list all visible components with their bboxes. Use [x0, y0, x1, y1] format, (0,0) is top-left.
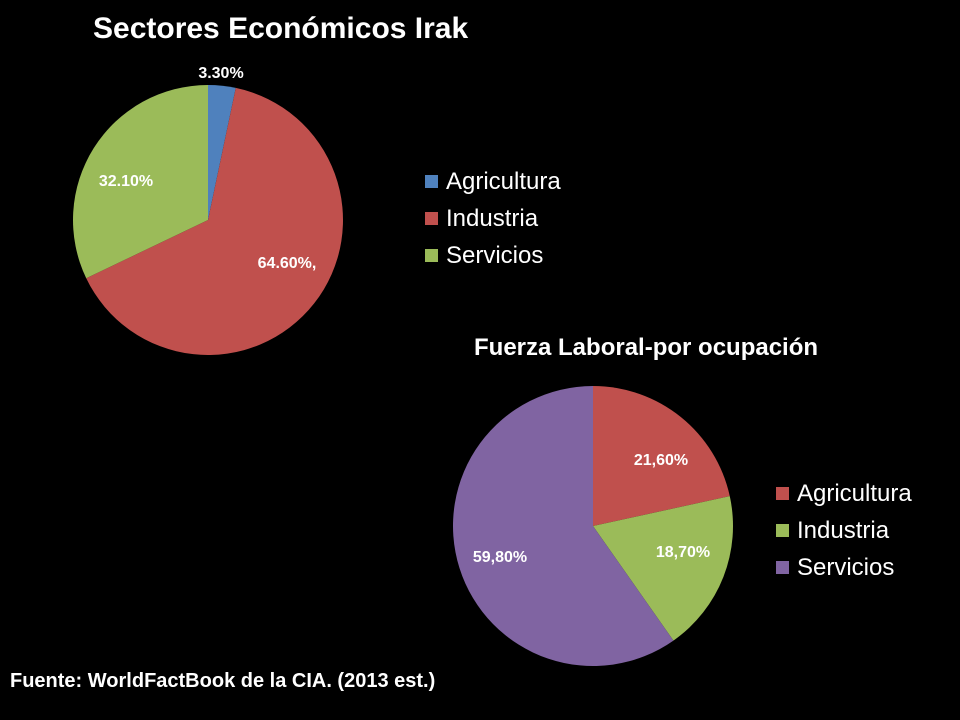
chart1-data-label-servicios: 32.10% — [99, 173, 153, 190]
chart2-data-label-agricultura: 21,60% — [634, 452, 688, 469]
chart2-legend-item-agricultura: Agricultura — [776, 475, 912, 512]
chart1-legend: Agricultura Industria Servicios — [425, 163, 561, 274]
chart1-title: Sectores Económicos Irak — [93, 12, 469, 45]
legend-label: Agricultura — [446, 167, 561, 195]
legend-swatch — [425, 249, 438, 262]
chart2-legend-item-industria: Industria — [776, 512, 912, 549]
legend-label: Servicios — [446, 241, 544, 269]
chart1-legend-item-industria: Industria — [425, 200, 561, 237]
legend-label: Servicios — [797, 553, 895, 581]
chart1-legend-item-agricultura: Agricultura — [425, 163, 561, 200]
source-note: Fuente: WorldFactBook de la CIA. (2013 e… — [10, 670, 436, 692]
chart2-slice-industria — [593, 496, 734, 641]
legend-swatch — [776, 487, 789, 500]
chart2-legend-item-servicios: Servicios — [776, 549, 912, 586]
legend-swatch — [425, 175, 438, 188]
legend-label: Industria — [797, 516, 890, 544]
chart1-data-label-industria: 64.60%, — [258, 255, 317, 272]
chart2-slice-servicios — [453, 386, 674, 666]
chart2-data-label-servicios: 59,80% — [473, 549, 527, 566]
chart2-title: Fuerza Laboral-por ocupación — [474, 334, 819, 361]
chart1-slice-servicios — [73, 85, 208, 279]
legend-swatch — [776, 524, 789, 537]
legend-label: Agricultura — [797, 479, 912, 507]
legend-swatch — [425, 212, 438, 225]
chart2-slice-agricultura — [593, 386, 730, 526]
legend-swatch — [776, 561, 789, 574]
chart2-data-label-industria: 18,70% — [656, 544, 710, 561]
chart1-data-label-agricultura: 3.30% — [198, 65, 243, 82]
chart1-slice-agricultura — [208, 85, 236, 220]
chart2-legend: Agricultura Industria Servicios — [776, 475, 912, 586]
chart1-legend-item-servicios: Servicios — [425, 237, 561, 274]
legend-label: Industria — [446, 204, 539, 232]
chart1-slice-industria — [86, 87, 344, 355]
